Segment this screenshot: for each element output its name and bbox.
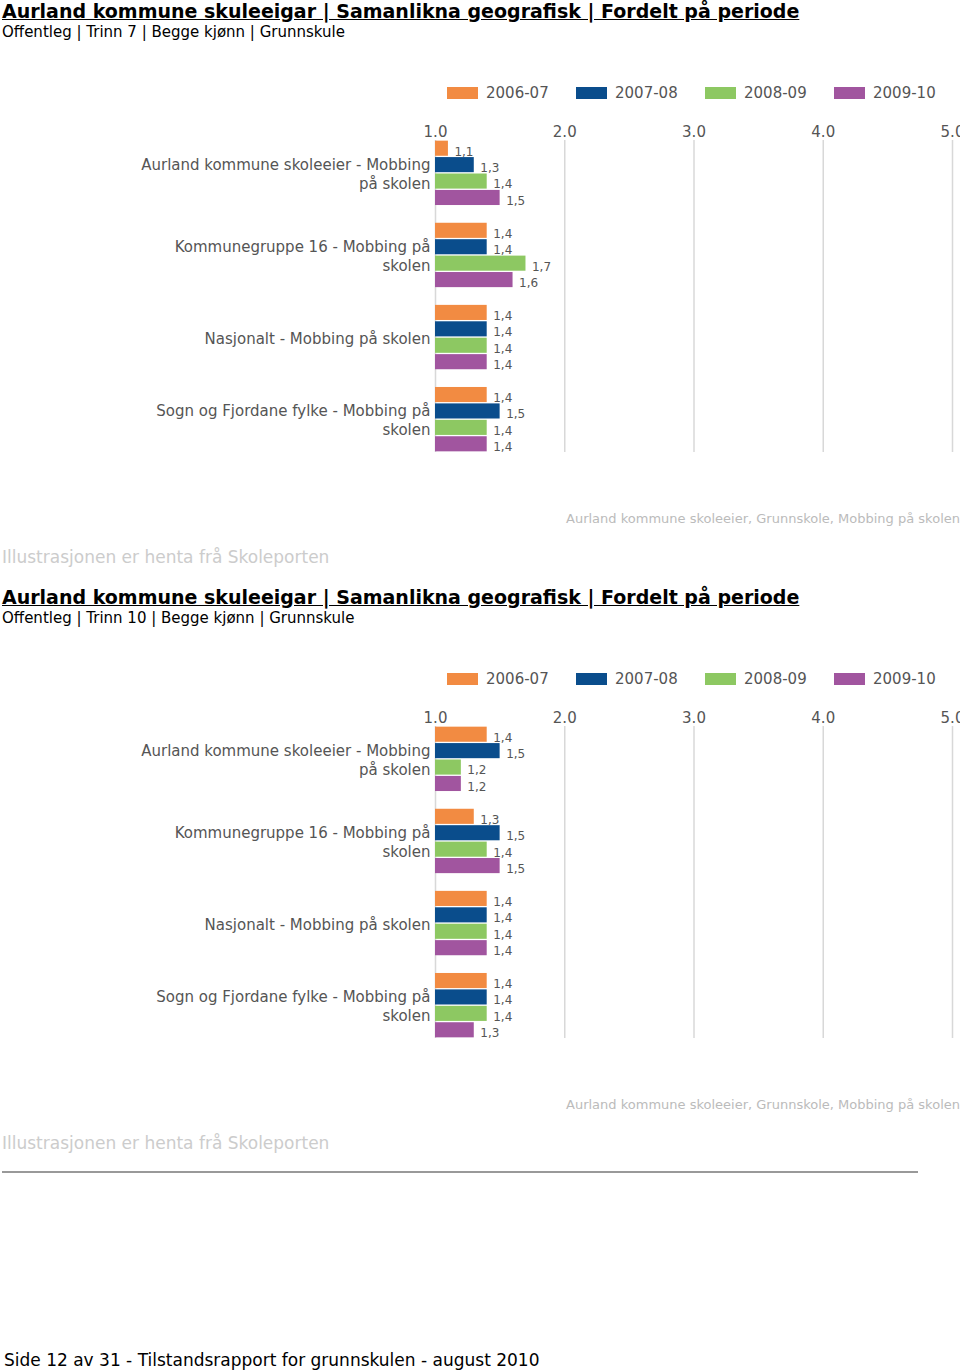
svg-text:Sogn og Fjordane fylke - Mobbi: Sogn og Fjordane fylke - Mobbing påskole…	[156, 402, 430, 439]
svg-text:1,3: 1,3	[480, 813, 499, 827]
svg-text:Nasjonalt - Mobbing på skolen: Nasjonalt - Mobbing på skolen	[205, 330, 431, 348]
svg-text:Aurland kommune skoleeier - Mo: Aurland kommune skoleeier - Mobbingpå sk…	[141, 742, 430, 779]
svg-text:1,7: 1,7	[532, 259, 551, 273]
svg-text:Aurland kommune skoleeier - Mo: Aurland kommune skoleeier - Mobbingpå sk…	[141, 156, 430, 193]
svg-text:1,4: 1,4	[493, 243, 512, 257]
html-text:Aurland kommune skuleeigar | S: Aurland kommune skuleeigar | Samanlikna …	[2, 586, 800, 608]
html-text:2006-07: 2006-07	[486, 670, 549, 688]
svg-text:1,4: 1,4	[493, 845, 512, 859]
html-text:2008-09: 2008-09	[744, 670, 807, 688]
svg-text:1,4: 1,4	[493, 977, 512, 991]
svg-text:1,1: 1,1	[454, 145, 473, 159]
svg-text:1,5: 1,5	[506, 747, 525, 761]
svg-text:1,5: 1,5	[506, 194, 525, 208]
html-text:2007-08: 2007-08	[615, 84, 678, 102]
svg-text:4.0: 4.0	[811, 709, 835, 727]
svg-text:5.0: 5.0	[941, 123, 960, 141]
svg-text:1,4: 1,4	[493, 342, 512, 356]
svg-text:1,5: 1,5	[506, 829, 525, 843]
svg-text:Nasjonalt - Mobbing på skolen: Nasjonalt - Mobbing på skolen	[205, 916, 431, 934]
html-text:Illustrasjonen er henta frå Sk: Illustrasjonen er henta frå Skoleporten	[2, 547, 330, 567]
html-text:2007-08: 2007-08	[615, 670, 678, 688]
svg-text:1,4: 1,4	[493, 391, 512, 405]
svg-text:1,4: 1,4	[493, 177, 512, 191]
svg-text:1,3: 1,3	[480, 1026, 499, 1040]
html-text:Illustrasjonen er henta frå Sk: Illustrasjonen er henta frå Skoleporten	[2, 1133, 330, 1153]
svg-text:3.0: 3.0	[682, 123, 706, 141]
svg-text:1.0: 1.0	[424, 123, 448, 141]
svg-text:1,2: 1,2	[467, 763, 486, 777]
svg-text:Kommunegruppe 16 - Mobbing pås: Kommunegruppe 16 - Mobbing påskolen	[175, 824, 431, 861]
svg-text:1,3: 1,3	[480, 161, 499, 175]
svg-text:1,4: 1,4	[493, 731, 512, 745]
html-text:Aurland kommune skoleeier, Gru: Aurland kommune skoleeier, Grunnskole, M…	[566, 1097, 960, 1112]
html-text:Offentleg | Trinn 10 | Begge k: Offentleg | Trinn 10 | Begge kjønn | Gru…	[2, 609, 355, 627]
html-text:2008-09: 2008-09	[744, 84, 807, 102]
svg-text:1,4: 1,4	[493, 358, 512, 372]
html-text:Offentleg | Trinn 7 | Begge kj: Offentleg | Trinn 7 | Begge kjønn | Grun…	[2, 23, 345, 41]
svg-text:4.0: 4.0	[811, 123, 835, 141]
svg-text:1,4: 1,4	[493, 928, 512, 942]
svg-text:1,5: 1,5	[506, 407, 525, 421]
svg-text:1,4: 1,4	[493, 1010, 512, 1024]
svg-text:1,6: 1,6	[519, 276, 538, 290]
svg-text:1,4: 1,4	[493, 309, 512, 323]
svg-text:1,4: 1,4	[493, 944, 512, 958]
svg-text:1,4: 1,4	[493, 325, 512, 339]
html-text:Aurland kommune skuleeigar | S: Aurland kommune skuleeigar | Samanlikna …	[2, 0, 800, 22]
html-text:Aurland kommune skoleeier, Gru: Aurland kommune skoleeier, Grunnskole, M…	[566, 511, 960, 526]
svg-text:Sogn og Fjordane fylke - Mobbi: Sogn og Fjordane fylke - Mobbing påskole…	[156, 988, 430, 1025]
svg-text:Kommunegruppe 16 - Mobbing pås: Kommunegruppe 16 - Mobbing påskolen	[175, 238, 431, 275]
svg-text:1,4: 1,4	[493, 993, 512, 1007]
svg-text:2.0: 2.0	[553, 123, 577, 141]
svg-text:2.0: 2.0	[553, 709, 577, 727]
html-text:2006-07: 2006-07	[486, 84, 549, 102]
html-text:2009-10: 2009-10	[873, 84, 936, 102]
svg-text:1,4: 1,4	[493, 440, 512, 454]
svg-text:1.0: 1.0	[424, 709, 448, 727]
svg-text:1,5: 1,5	[506, 862, 525, 876]
svg-text:1,4: 1,4	[493, 895, 512, 909]
svg-text:1,4: 1,4	[493, 227, 512, 241]
html-text:Side 12 av 31 - Tilstandsrappo: Side 12 av 31 - Tilstandsrapport for gru…	[4, 1350, 540, 1370]
svg-text:3.0: 3.0	[682, 709, 706, 727]
svg-text:1,4: 1,4	[493, 424, 512, 438]
svg-text:5.0: 5.0	[941, 709, 960, 727]
svg-text:1,2: 1,2	[467, 780, 486, 794]
html-text:2009-10: 2009-10	[873, 670, 936, 688]
svg-text:1,4: 1,4	[493, 911, 512, 925]
